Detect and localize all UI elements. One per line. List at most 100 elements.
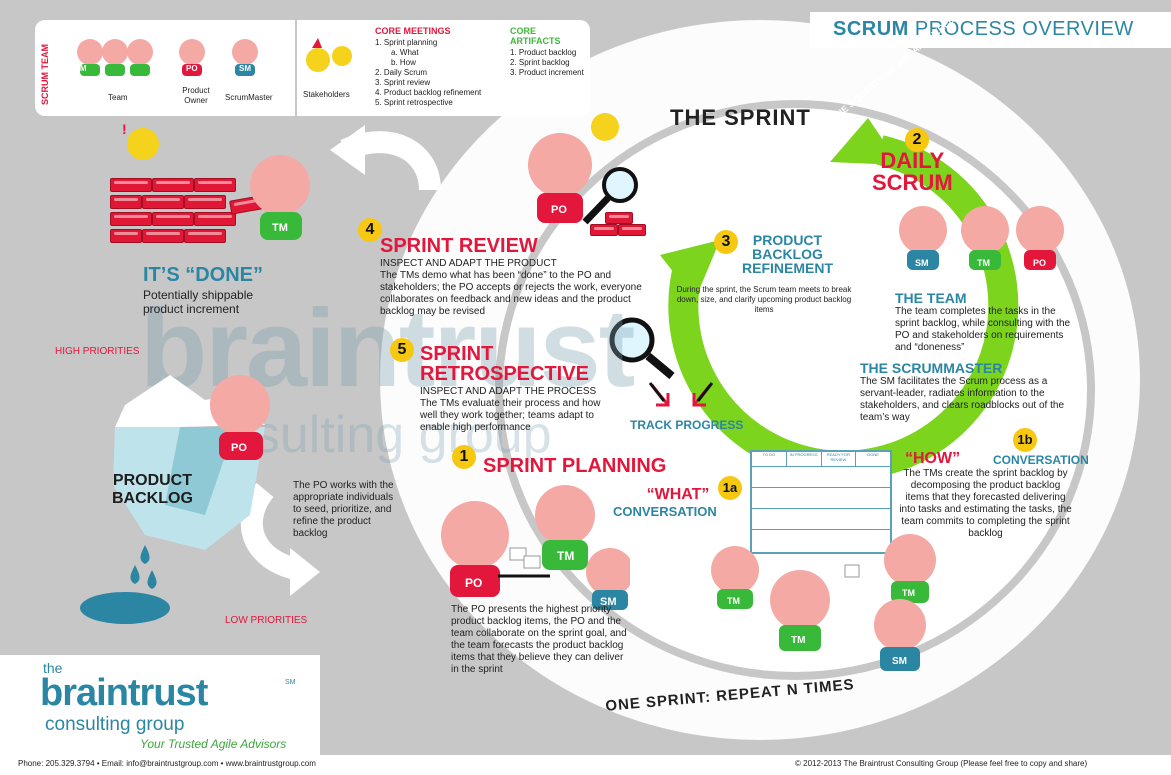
backlog-body: The PO works with the appropriate indivi… xyxy=(293,480,394,539)
brand-the: the xyxy=(43,660,63,676)
iceberg xyxy=(113,375,265,550)
retro-line2: RETROSPECTIVE xyxy=(420,363,589,385)
brick-icon xyxy=(590,224,618,236)
tm-badge: TM xyxy=(557,549,574,563)
title-bold: SCRUM xyxy=(833,18,909,40)
sm-badge: SM xyxy=(892,656,907,667)
po-pig-backlog: PO xyxy=(210,375,270,460)
high-priorities-label: HIGH PRIORITIES xyxy=(55,346,140,357)
tm-badge: TM xyxy=(791,635,805,646)
refinement-body: During the sprint, the Scrum team meets … xyxy=(676,285,852,314)
refinement-line1: PRODUCT xyxy=(752,232,823,248)
pig-icon xyxy=(77,39,258,76)
sprint-planning-body: The PO presents the highest priority pro… xyxy=(451,604,627,675)
planning-pigs: PO TM SM xyxy=(441,485,630,610)
po-badge: PO xyxy=(1033,258,1046,268)
track-progress-label: TRACK PROGRESS xyxy=(630,418,744,432)
tm-badge: TM xyxy=(75,64,87,73)
sprint-review-subtitle: INSPECT AND ADAPT THE PRODUCT xyxy=(380,258,557,269)
brand-logo: braintrust xyxy=(40,672,208,714)
water-drops xyxy=(80,545,170,624)
refinement-line2: BACKLOG xyxy=(752,246,823,262)
refinement-line3: REFINEMENT xyxy=(742,260,833,276)
tm-badge: TM xyxy=(977,258,990,268)
legend-team: Team xyxy=(108,93,128,102)
core-meetings: CORE MEETINGS 1. Sprint planning a. What… xyxy=(375,26,495,108)
brick-icon xyxy=(605,212,633,224)
chicken-icon xyxy=(306,38,352,72)
daily-scrum-pigs: SM TM PO xyxy=(899,206,1064,270)
legend-pigs xyxy=(77,39,258,76)
how-body: The TMs create the sprint backlog by dec… xyxy=(899,468,1072,539)
po-badge: PO xyxy=(551,204,567,216)
sprint-title: THE SPRINT xyxy=(670,105,811,130)
daily-line1: DAILY xyxy=(880,148,945,173)
meeting-item: 5. Sprint retrospective xyxy=(375,98,453,107)
step-3-badge: 3 xyxy=(714,230,738,254)
meeting-item: 2. Daily Scrum xyxy=(375,68,428,77)
brand-sub: consulting group xyxy=(45,714,185,735)
meeting-item: 1. Sprint planning xyxy=(375,38,438,47)
scrummaster-body: The SM facilitates the Scrum process as … xyxy=(860,376,1065,423)
backlog-line2: BACKLOG xyxy=(112,490,193,507)
board-col-progress: IN PROGRESS xyxy=(785,452,821,466)
page-title: SCRUM PROCESS OVERVIEW xyxy=(833,18,1134,41)
daily-scrum-title: DAILY SCRUM xyxy=(872,150,953,194)
core-artifacts: CORE ARTIFACTS 1. Product backlog 2. Spr… xyxy=(510,26,590,78)
low-priorities-label: LOW PRIORITIES xyxy=(225,615,308,626)
board-col-review: READY FOR REVIEW xyxy=(820,452,856,466)
board-col-done: DONE xyxy=(855,452,890,466)
what-subtitle: CONVERSATION xyxy=(613,504,717,519)
artifact-item: 3. Product increment xyxy=(510,68,584,77)
sprint-planning-title: SPRINT PLANNING xyxy=(483,455,667,477)
legend-product-owner: Product Owner xyxy=(182,86,210,105)
tm-badge: TM xyxy=(902,588,915,598)
how-subtitle: CONVERSATION xyxy=(993,453,1089,467)
refinement-title: PRODUCT BACKLOG REFINEMENT xyxy=(742,233,833,275)
po-pig-review: PO xyxy=(528,133,592,223)
brick-icon xyxy=(618,224,646,236)
step-1-badge: 1 xyxy=(452,445,476,469)
step-5-badge: 5 xyxy=(390,338,414,362)
task-board: TO DO IN PROGRESS READY FOR REVIEW DONE xyxy=(750,450,892,554)
svg-text:!: ! xyxy=(122,121,127,137)
team-body: The team completes the tasks in the spri… xyxy=(895,306,1071,353)
step-1a-badge: 1a xyxy=(718,476,742,500)
daily-line2: SCRUM xyxy=(872,170,953,195)
sm-badge: SM xyxy=(915,258,929,268)
meeting-item: 3. Sprint review xyxy=(375,78,431,87)
sprint-review-title: SPRINT REVIEW xyxy=(380,235,538,257)
tm-badge: TM xyxy=(272,222,288,234)
sm-badge: SM xyxy=(600,596,617,608)
po-badge: PO xyxy=(186,64,198,73)
done-title: IT’S “DONE” xyxy=(143,264,264,286)
retro-line1: SPRINT xyxy=(420,343,494,365)
how-title: “HOW” xyxy=(905,450,961,467)
footer-copyright: © 2012-2013 The Braintrust Consulting Gr… xyxy=(795,759,1088,768)
po-badge: PO xyxy=(231,442,247,454)
legend-stakeholders: Stakeholders xyxy=(303,90,350,99)
what-title: “WHAT” xyxy=(646,486,710,503)
chicken-icon: ! xyxy=(122,121,159,160)
meeting-item: 4. Product backlog refinement xyxy=(375,88,482,97)
team-title: THE TEAM xyxy=(895,290,967,306)
retrospective-body: The TMs evaluate their process and how w… xyxy=(420,398,601,433)
how-pigs: TM TM TM xyxy=(711,534,936,651)
chicken-icon xyxy=(591,113,619,141)
sm-pig-how: SM xyxy=(874,599,926,671)
po-badge: PO xyxy=(465,576,482,590)
meeting-item: a. What xyxy=(391,48,419,57)
sm-badge: SM xyxy=(239,64,251,73)
tm-badge: TM xyxy=(727,596,740,606)
artifact-item: 1. Product backlog xyxy=(510,48,577,57)
legend-scrummaster: ScrumMaster xyxy=(225,93,273,102)
brand-sm: SM xyxy=(285,679,296,686)
step-1b-badge: 1b xyxy=(1013,428,1037,452)
retrospective-title: SPRINT RETROSPECTIVE xyxy=(420,344,589,384)
footer-bar xyxy=(0,755,1171,775)
artifact-item: 2. Sprint backlog xyxy=(510,58,570,67)
tm-pig-done: TM xyxy=(250,155,310,240)
retrospective-subtitle: INSPECT AND ADAPT THE PROCESS xyxy=(420,386,597,397)
step-2-badge: 2 xyxy=(905,128,929,152)
